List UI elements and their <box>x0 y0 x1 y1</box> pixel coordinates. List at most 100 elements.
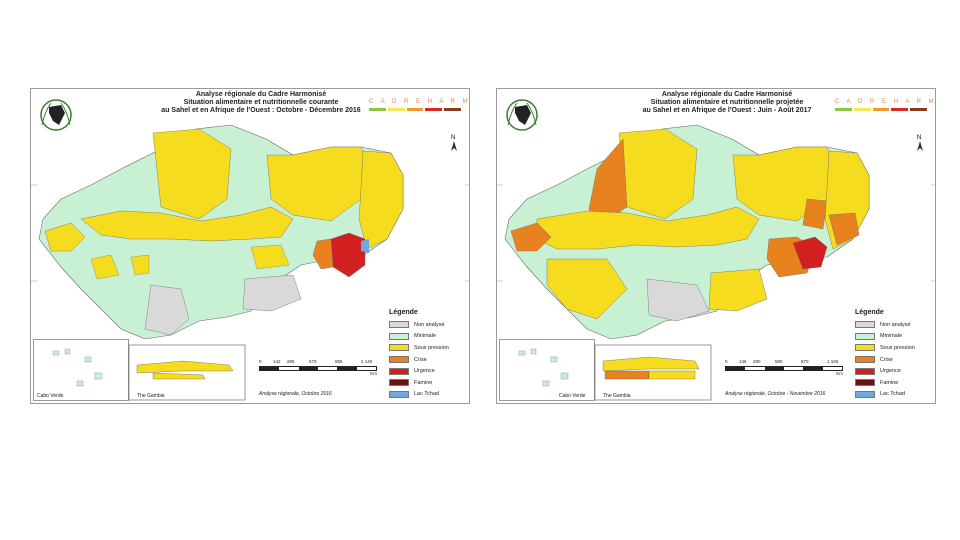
legend-label: Lac Tchad <box>414 391 439 398</box>
legend-item-urgence: Urgence <box>855 365 935 377</box>
scale-label: 580 <box>775 359 783 364</box>
legend-item-minimale: Minimale <box>389 331 469 343</box>
legend-swatch <box>855 379 875 387</box>
legend-label: Lac Tchad <box>880 391 905 398</box>
senegal-region <box>44 222 86 252</box>
legend-title: Légende <box>389 309 418 316</box>
cadre-bar-segment <box>853 108 871 111</box>
cote-divoire-region <box>144 284 190 336</box>
cadre-bar-segment <box>891 108 909 111</box>
yellow-patch-2 <box>250 244 290 270</box>
legend-swatch <box>389 321 409 329</box>
scale-label: 0 <box>725 359 728 364</box>
legend-swatch <box>389 379 409 387</box>
cadre-bar-segment <box>369 108 386 111</box>
cadre-harmonise-text: C A D R E H A R M O N I S É <box>835 99 936 105</box>
legend-label: Famine <box>414 379 433 386</box>
legend-swatch <box>389 332 409 340</box>
legend-item-crise: Crise <box>855 354 935 366</box>
cadre-harmonise-banner: C A D R E H A R M O N I S É <box>369 99 470 111</box>
map-title-line-1: Analyse régionale du Cadre Harmonisé <box>661 91 793 98</box>
cadre-color-bar <box>835 108 927 111</box>
chad-region <box>358 150 404 250</box>
inset-label-gambia: The Gambia <box>137 393 165 399</box>
inset-label-cabo-verde: Cabo Verde <box>559 393 586 399</box>
scale-label: 870 <box>801 359 809 364</box>
svg-text:N: N <box>451 135 455 141</box>
scale-label: 1 160 <box>827 359 839 364</box>
legend-swatch <box>389 367 409 375</box>
map-title-line-1: Analyse régionale du Cadre Harmonisé <box>195 91 327 98</box>
cadre-harmonise-text: C A D R E H A R M O N I S É <box>369 99 470 105</box>
cilss-logo <box>37 95 75 135</box>
legend-label: Non analysé <box>414 321 445 328</box>
map-left-drawing <box>31 124 469 340</box>
legend-label: Crise <box>414 356 427 363</box>
scale-label: 285 <box>287 359 295 364</box>
legend-item-lac-tchad: Lac Tchad <box>389 389 469 401</box>
legend-item-sous-pression: Sous pression <box>389 342 469 354</box>
nigeria-urgence-region <box>330 232 366 278</box>
map-title-line-2: Situation alimentaire et nutritionnelle … <box>650 99 804 106</box>
north-arrow-icon: N <box>913 133 927 155</box>
legend-swatch <box>855 367 875 375</box>
scale-label: 290 <box>753 359 761 364</box>
scale-label: 142 <box>273 359 281 364</box>
legend-swatch <box>389 390 409 398</box>
cadre-bar-segment <box>387 108 405 111</box>
lake-chad <box>361 239 369 253</box>
legend-label: Sous pression <box>414 344 449 351</box>
cadre-bar-segment <box>835 108 852 111</box>
map-credit: Analyse régionale, Octobre - Novembre 20… <box>725 391 826 397</box>
cadre-bar-segment <box>872 108 890 111</box>
legend-label: Famine <box>880 379 899 386</box>
cadre-bar-segment <box>444 108 461 111</box>
nigeria-urgence-region <box>792 236 828 270</box>
cote-divoire-region <box>646 278 710 322</box>
legend-label: Non analysé <box>880 321 911 328</box>
legend-item-sous-pression: Sous pression <box>855 342 935 354</box>
legend-item-lac-tchad: Lac Tchad <box>855 389 935 401</box>
legend-swatch <box>855 332 875 340</box>
scale-label: 1 140 <box>361 359 373 364</box>
cadre-color-bar <box>369 108 461 111</box>
legend-item-non-analyse: Non analysé <box>389 319 469 331</box>
scale-label: 570 <box>309 359 317 364</box>
map-title: Analyse régionale du Cadre Harmonisé Sit… <box>131 91 391 115</box>
mali-north-region <box>152 128 232 220</box>
legend-item-non-analyse: Non analysé <box>855 319 935 331</box>
scale-label: 145 <box>739 359 747 364</box>
legend-swatch <box>389 344 409 352</box>
map-title-line-3: au Sahel et en Afrique de l'Ouest : Octo… <box>161 107 361 114</box>
map-credit: Analyse régionale, Octobre 2016 <box>259 391 332 397</box>
scale-bar: 0 145 290 580 870 1 160 Km <box>725 359 843 376</box>
legend-swatch <box>855 321 875 329</box>
legend-swatch <box>389 356 409 364</box>
legend-item-urgence: Urgence <box>389 365 469 377</box>
scale-label: 0 <box>259 359 262 364</box>
map-title-line-3: au Sahel et en Afrique de l'Ouest : Juin… <box>642 107 812 114</box>
ghana-yellow-region <box>708 268 768 312</box>
legend-item-famine: Famine <box>389 377 469 389</box>
legend-label: Urgence <box>880 368 901 375</box>
legend-swatch <box>855 356 875 364</box>
legend-label: Sous pression <box>880 344 915 351</box>
inset-maps: Cabo Verde The Gambia <box>33 339 248 401</box>
niger-crise-region <box>802 198 828 230</box>
scale-bar: 0 142 285 570 855 1 140 Km <box>259 359 377 376</box>
senegal-crise-region <box>510 222 552 252</box>
legend-item-famine: Famine <box>855 377 935 389</box>
scale-unit: Km <box>836 371 843 376</box>
map-panel-right: Analyse régionale du Cadre Harmonisé Sit… <box>496 88 936 404</box>
cadre-bar-segment <box>425 108 443 111</box>
legend-item-crise: Crise <box>389 354 469 366</box>
cadre-bar-segment <box>910 108 927 111</box>
legend-label: Minimale <box>880 333 903 340</box>
legend-label: Urgence <box>414 368 435 375</box>
inset-label-gambia: The Gambia <box>603 393 631 399</box>
yellow-patch-1 <box>90 254 120 280</box>
sahel-band-region <box>80 206 294 242</box>
legend-swatch <box>855 344 875 352</box>
map-title: Analyse régionale du Cadre Harmonisé Sit… <box>597 91 857 115</box>
legend-swatch <box>855 390 875 398</box>
